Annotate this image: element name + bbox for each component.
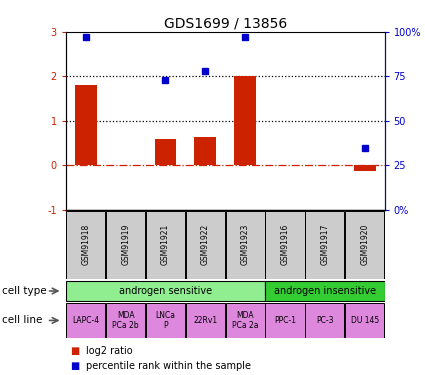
FancyBboxPatch shape [226,303,265,338]
FancyBboxPatch shape [66,281,265,301]
Text: ■: ■ [70,361,79,370]
FancyBboxPatch shape [106,303,145,338]
FancyBboxPatch shape [106,211,145,279]
Text: LNCa
P: LNCa P [156,311,176,330]
Text: GSM91916: GSM91916 [280,224,289,266]
Text: MDA
PCa 2b: MDA PCa 2b [112,311,139,330]
Bar [194,136,216,165]
Text: GSM91920: GSM91920 [360,224,369,266]
Text: GSM91919: GSM91919 [121,224,130,266]
FancyBboxPatch shape [266,303,305,338]
FancyBboxPatch shape [305,303,344,338]
Text: DU 145: DU 145 [351,316,379,325]
FancyBboxPatch shape [66,303,105,338]
Text: GSM91917: GSM91917 [320,224,329,266]
Text: cell line: cell line [2,315,42,326]
Text: PC-3: PC-3 [316,316,334,325]
FancyBboxPatch shape [345,303,384,338]
FancyBboxPatch shape [186,303,225,338]
Text: log2 ratio: log2 ratio [86,346,133,355]
Text: PPC-1: PPC-1 [274,316,296,325]
FancyBboxPatch shape [226,211,265,279]
Text: cell type: cell type [2,286,47,296]
Text: GSM91921: GSM91921 [161,224,170,266]
Text: GSM91918: GSM91918 [81,224,90,266]
FancyBboxPatch shape [266,211,305,279]
Bar [155,139,176,165]
Text: androgen insensitive: androgen insensitive [274,286,376,296]
FancyBboxPatch shape [186,211,225,279]
Bar [354,165,376,171]
Text: ■: ■ [70,346,79,355]
Text: androgen sensitive: androgen sensitive [119,286,212,296]
Bar [234,76,256,165]
FancyBboxPatch shape [305,211,344,279]
Text: MDA
PCa 2a: MDA PCa 2a [232,311,258,330]
Text: GSM91923: GSM91923 [241,224,249,266]
Text: percentile rank within the sample: percentile rank within the sample [86,361,251,370]
Bar [75,86,97,165]
Text: GSM91922: GSM91922 [201,224,210,266]
FancyBboxPatch shape [345,211,384,279]
FancyBboxPatch shape [146,211,185,279]
Text: 22Rv1: 22Rv1 [193,316,218,325]
FancyBboxPatch shape [146,303,185,338]
Title: GDS1699 / 13856: GDS1699 / 13856 [164,17,287,31]
FancyBboxPatch shape [265,281,385,301]
Text: LAPC-4: LAPC-4 [72,316,99,325]
FancyBboxPatch shape [66,211,105,279]
